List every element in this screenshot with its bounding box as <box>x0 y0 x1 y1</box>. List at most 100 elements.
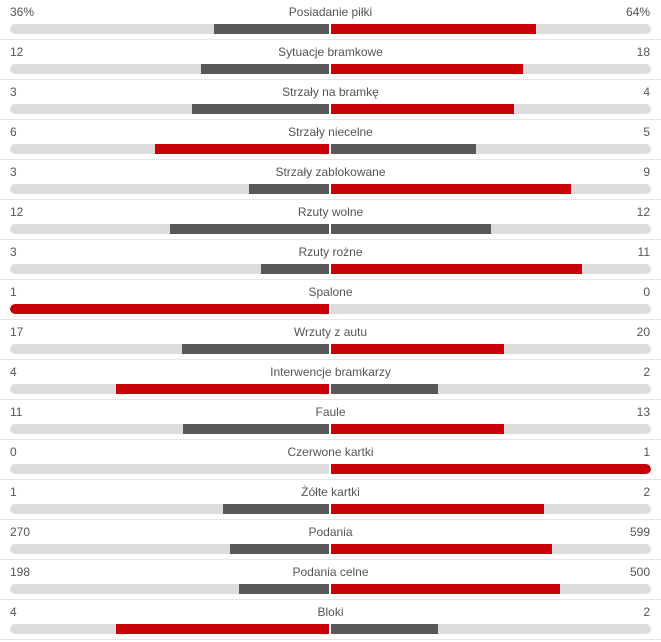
away-bar-fill <box>331 264 583 274</box>
home-team-value: 198 <box>10 565 31 579</box>
comparison-bar <box>10 144 651 154</box>
comparison-bar <box>10 544 651 554</box>
away-bar-track <box>331 184 651 194</box>
away-bar-track <box>331 504 651 514</box>
away-team-value: 18 <box>636 45 650 59</box>
home-bar-track <box>10 624 329 634</box>
stat-label: Wrzuty z autu <box>293 325 368 339</box>
stat-label: Interwencje bramkarzy <box>270 365 391 379</box>
away-bar-fill <box>331 104 514 114</box>
away-bar-track <box>331 544 651 554</box>
home-bar-track <box>10 184 329 194</box>
away-team-value: 0 <box>643 285 650 299</box>
home-bar-track <box>10 384 329 394</box>
away-bar-track <box>331 304 651 314</box>
stat-label: Żółte kartki <box>301 485 360 499</box>
comparison-bar <box>10 304 651 314</box>
home-bar-fill <box>249 184 329 194</box>
stat-row: 36% Posiadanie piłki 64% <box>0 0 661 40</box>
home-team-value: 12 <box>10 45 24 59</box>
stat-label: Posiadanie piłki <box>288 5 373 19</box>
home-bar-fill <box>222 504 329 514</box>
home-team-value: 3 <box>10 245 17 259</box>
home-bar-track <box>10 104 329 114</box>
away-bar-fill <box>331 64 523 74</box>
home-team-value: 1 <box>10 485 17 499</box>
away-bar-track <box>331 64 651 74</box>
stat-row: 3 Strzały zablokowane 9 <box>0 160 661 200</box>
away-team-value: 4 <box>643 85 650 99</box>
home-bar-fill <box>182 344 329 354</box>
home-bar-track <box>10 144 329 154</box>
home-bar-track <box>10 544 329 554</box>
comparison-bar <box>10 64 651 74</box>
comparison-bar <box>10 224 651 234</box>
home-team-value: 4 <box>10 605 17 619</box>
away-bar-track <box>331 464 651 474</box>
stat-row: 270 Podania 599 <box>0 520 661 560</box>
home-team-value: 17 <box>10 325 24 339</box>
stat-row: 3 Rzuty rożne 11 <box>0 240 661 280</box>
home-bar-fill <box>182 424 329 434</box>
away-bar-track <box>331 624 651 634</box>
home-bar-track <box>10 464 329 474</box>
comparison-bar <box>10 104 651 114</box>
away-bar-track <box>331 384 651 394</box>
home-team-value: 12 <box>10 205 24 219</box>
home-team-value: 36% <box>10 5 35 19</box>
comparison-bar <box>10 344 651 354</box>
away-team-value: 2 <box>643 365 650 379</box>
home-bar-track <box>10 304 329 314</box>
comparison-bar <box>10 464 651 474</box>
home-bar-fill <box>192 104 329 114</box>
stat-row: 17 Wrzuty z autu 20 <box>0 320 661 360</box>
away-team-value: 5 <box>643 125 650 139</box>
away-bar-track <box>331 584 651 594</box>
stat-row: 3 Strzały na bramkę 4 <box>0 80 661 120</box>
away-bar-track <box>331 264 651 274</box>
home-bar-track <box>10 64 329 74</box>
home-bar-fill <box>260 264 329 274</box>
home-bar-track <box>10 424 329 434</box>
away-bar-track <box>331 424 651 434</box>
home-bar-fill <box>229 544 329 554</box>
away-bar-track <box>331 144 651 154</box>
away-bar-fill <box>331 224 491 234</box>
home-bar-track <box>10 344 329 354</box>
home-bar-track <box>10 264 329 274</box>
stat-row: 198 Podania celne 500 <box>0 560 661 600</box>
stat-label: Bloki <box>317 605 344 619</box>
home-team-value: 3 <box>10 165 17 179</box>
home-bar-track <box>10 24 329 34</box>
stat-row: 4 Interwencje bramkarzy 2 <box>0 360 661 400</box>
home-bar-track <box>10 504 329 514</box>
home-bar-fill <box>116 384 329 394</box>
away-team-value: 2 <box>643 485 650 499</box>
away-team-value: 20 <box>636 325 650 339</box>
stat-row: 1 Spalone 0 <box>0 280 661 320</box>
home-bar-fill <box>155 144 329 154</box>
stat-label: Strzały na bramkę <box>282 85 379 99</box>
stat-label: Czerwone kartki <box>287 445 374 459</box>
stat-row: 4 Bloki 2 <box>0 600 661 640</box>
away-bar-fill <box>331 424 505 434</box>
away-team-value: 64% <box>625 5 650 19</box>
away-team-value: 2 <box>643 605 650 619</box>
away-team-value: 12 <box>636 205 650 219</box>
home-bar-fill <box>238 584 329 594</box>
stat-label: Faule <box>315 405 346 419</box>
home-team-value: 1 <box>10 285 17 299</box>
comparison-bar <box>10 624 651 634</box>
comparison-bar <box>10 584 651 594</box>
away-bar-fill <box>331 384 438 394</box>
home-bar-fill <box>201 64 329 74</box>
home-bar-fill <box>116 624 329 634</box>
stat-label: Sytuacje bramkowe <box>278 45 383 59</box>
home-team-value: 270 <box>10 525 31 539</box>
home-team-value: 4 <box>10 365 17 379</box>
home-team-value: 6 <box>10 125 17 139</box>
home-bar-fill <box>10 304 329 314</box>
comparison-bar <box>10 384 651 394</box>
away-bar-track <box>331 344 651 354</box>
